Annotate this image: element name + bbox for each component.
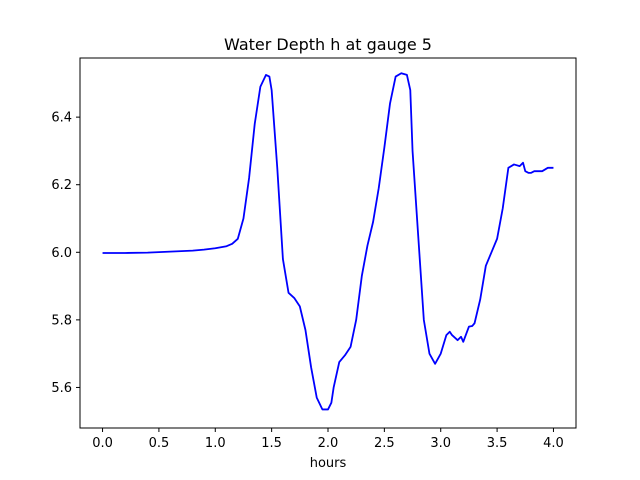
x-tick-label: 4.0 xyxy=(543,436,564,451)
plot-area: 0.0 0.5 1.0 1.5 2.0 2.5 3.0 3.5 4.0 5.6 5.8 6.0 6.2… xyxy=(51,57,577,451)
y-tick-label: 6.4 xyxy=(51,111,72,126)
x-tick-label: 3.0 xyxy=(430,436,451,451)
y-tick-label: 5.8 xyxy=(51,313,72,328)
y-axis-ticks: 5.6 5.8 6.0 6.2 6.4 xyxy=(51,111,80,396)
chart-title: Water Depth h at gauge 5 xyxy=(224,35,432,54)
x-tick-label: 1.0 xyxy=(205,436,226,451)
y-tick-label: 5.6 xyxy=(51,381,72,396)
y-tick-label: 6.0 xyxy=(51,246,72,261)
x-axis-ticks: 0.0 0.5 1.0 1.5 2.0 2.5 3.0 3.5 4.0 xyxy=(92,428,564,451)
x-tick-label: 3.5 xyxy=(487,436,508,451)
x-tick-label: 0.0 xyxy=(92,436,113,451)
x-tick-label: 0.5 xyxy=(149,436,170,451)
x-tick-label: 2.5 xyxy=(374,436,395,451)
y-tick-label: 6.2 xyxy=(51,178,72,193)
x-tick-label: 2.0 xyxy=(318,436,339,451)
x-axis-label: hours xyxy=(310,456,347,471)
series-layer xyxy=(102,72,554,411)
x-tick-label: 1.5 xyxy=(261,436,282,451)
series-line-0 xyxy=(102,72,554,411)
